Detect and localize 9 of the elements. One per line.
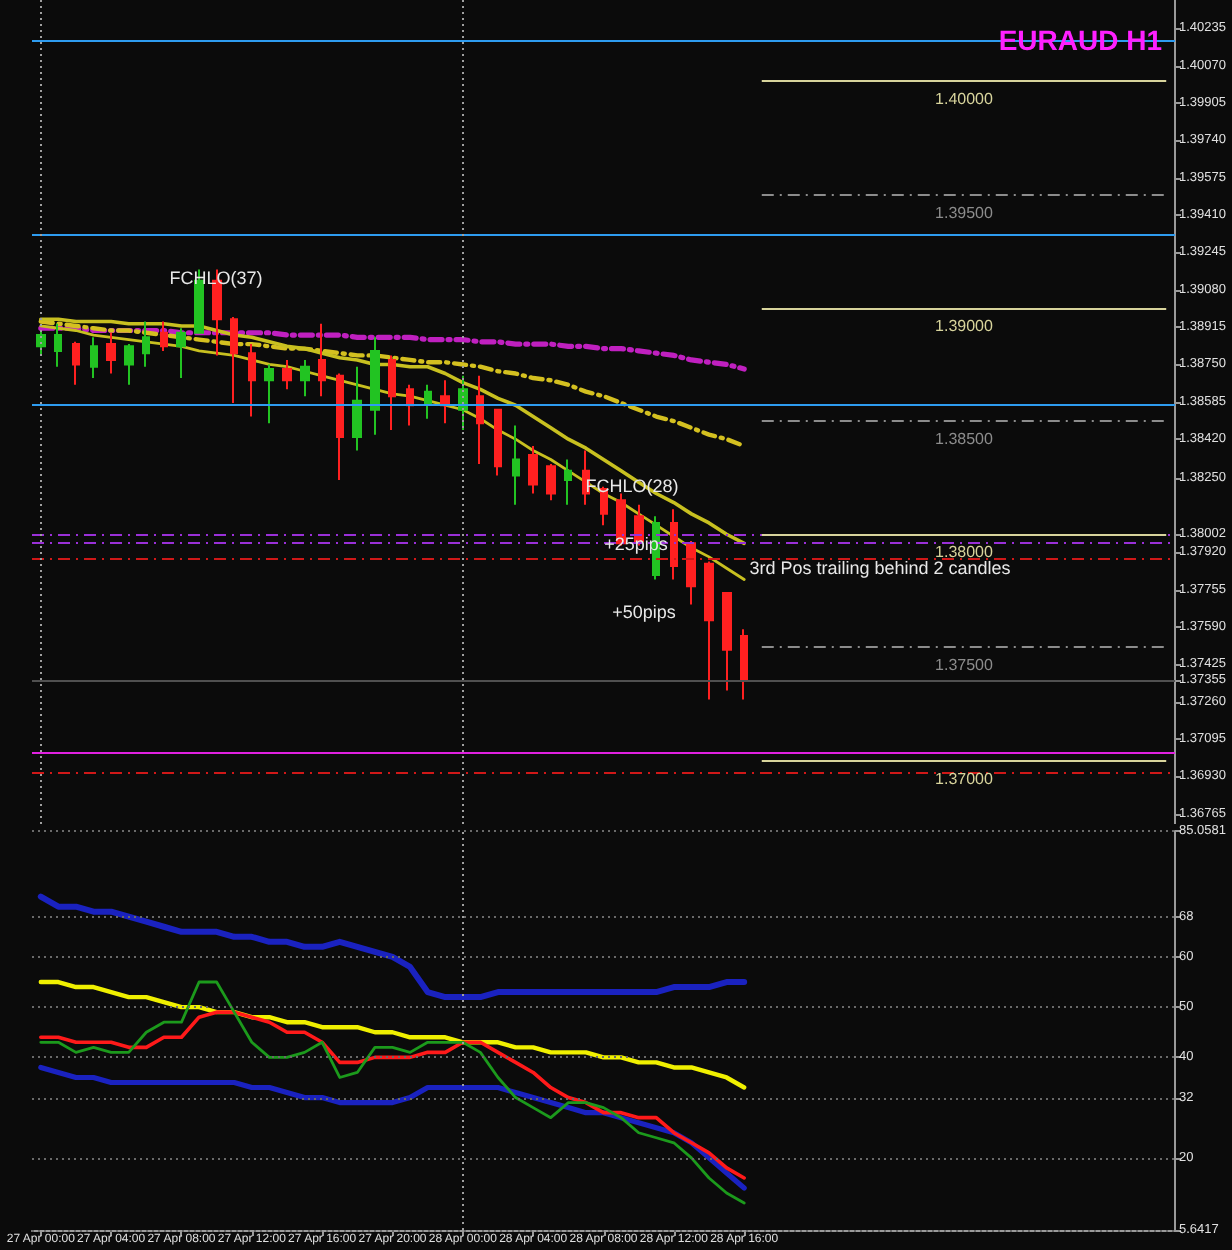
ref-line-label: 1.37000 (935, 769, 995, 788)
annotation: +50pips (612, 602, 677, 622)
ref-line-label: 1.39500 (935, 203, 995, 222)
annotation: 3rd Pos trailing behind 2 candles (749, 558, 1012, 578)
ref-line-label: 1.40000 (935, 90, 995, 109)
ref-line-label: 1.39000 (935, 316, 995, 335)
ref-line-label: 1.38000 (935, 543, 995, 562)
ref-line-label: 1.37500 (935, 656, 995, 675)
ref-line-label: 1.38500 (935, 430, 995, 449)
